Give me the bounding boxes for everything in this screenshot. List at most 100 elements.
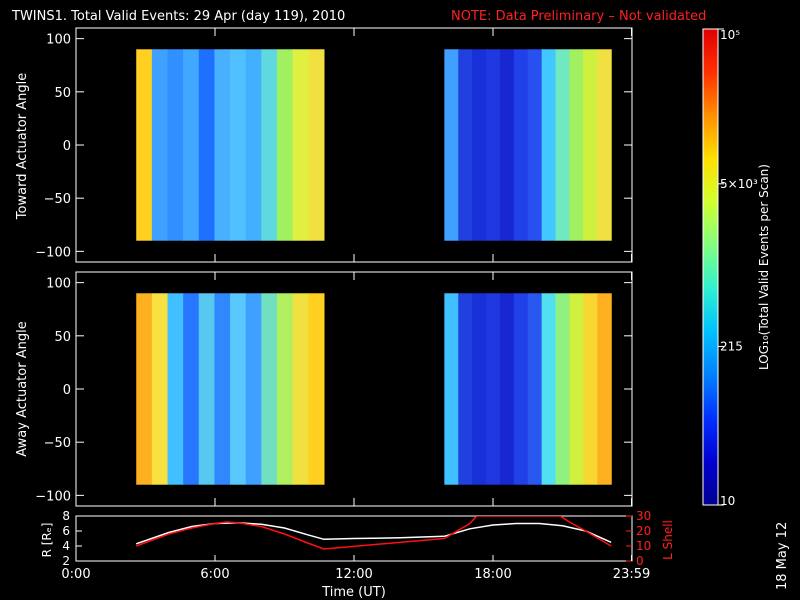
heatmap-cell	[292, 293, 309, 485]
heatmap-cell	[276, 293, 294, 485]
heatmap-cell	[136, 293, 153, 485]
heatmap-cell	[513, 49, 529, 241]
heatmap-cell	[261, 293, 278, 485]
heatmap-cell	[472, 49, 487, 241]
lshell-line	[135, 516, 612, 550]
time-tick-label: 0:00	[61, 567, 90, 582]
heatmap-cell	[527, 49, 543, 241]
heatmap-cell	[458, 293, 473, 485]
y-tick-label: 0	[63, 383, 71, 398]
heatmap-cell	[151, 293, 169, 485]
heatmap-cell	[444, 293, 459, 485]
heatmap-cell	[276, 49, 294, 241]
toward-y-ticks: 100 50 0 −50 −100	[35, 33, 632, 260]
radius-axis-label: R [Rₑ]	[40, 523, 54, 558]
heatmap-cell	[183, 49, 200, 241]
heatmap-cell	[486, 49, 501, 241]
heatmap-cell	[167, 293, 184, 485]
lshell-tick-label: 20	[636, 524, 651, 538]
heatmap-cell	[486, 293, 501, 485]
y-tick-label: 0	[63, 139, 71, 154]
heatmap-cell	[136, 49, 153, 241]
toward-heatmap-panel: 100 50 0 −50 −100 Toward Actuator Angle	[15, 27, 633, 263]
heatmap-cell	[499, 293, 515, 485]
heatmap-cell	[308, 293, 325, 485]
heatmap-cell	[527, 293, 543, 485]
heatmap-cell	[214, 49, 231, 241]
radius-tick-label: 2	[62, 554, 70, 568]
away-y-axis-label: Away Actuator Angle	[15, 321, 30, 456]
lshell-axis-label: L Shell	[661, 520, 675, 560]
colorbar-ticks: 10 215 5×10³ 10⁵	[718, 28, 758, 508]
heatmap-cell	[245, 293, 262, 485]
heatmap-cell	[151, 49, 169, 241]
away-y-ticks: 100 50 0 −50 −100	[35, 277, 632, 504]
y-tick-label: −50	[44, 192, 71, 207]
heatmap-cell	[308, 49, 325, 241]
heatmap-cell	[499, 49, 515, 241]
y-tick-label: 50	[54, 86, 71, 101]
heatmap-cell	[597, 293, 612, 485]
heatmap-cell	[597, 49, 612, 241]
heatmap-cell	[198, 293, 216, 485]
time-tick-label: 6:00	[200, 567, 229, 582]
colorbar-label: LOG₁₀(Total Valid Events per Scan)	[757, 164, 771, 370]
lshell-tick-label: 30	[636, 509, 651, 523]
toward-y-axis-label: Toward Actuator Angle	[15, 73, 30, 220]
radius-tick-label: 4	[62, 539, 70, 553]
preliminary-note: NOTE: Data Preliminary – Not validated	[451, 9, 706, 24]
heatmap-cell	[513, 293, 529, 485]
time-tick-label: 12:00	[335, 567, 372, 582]
y-tick-label: 100	[46, 277, 71, 292]
heatmap-cell	[198, 49, 216, 241]
heatmap-cell	[472, 293, 487, 485]
heatmap-cell	[555, 49, 571, 241]
heatmap-cell	[261, 49, 278, 241]
away-heatmap-cells	[136, 293, 612, 485]
colorbar-gradient	[703, 29, 718, 505]
heatmap-cell	[541, 293, 557, 485]
y-tick-label: −50	[44, 436, 71, 451]
colorbar-tick-label: 215	[720, 339, 743, 353]
y-tick-label: 50	[54, 330, 71, 345]
heatmap-cell	[569, 293, 584, 485]
heatmap-cell	[183, 293, 200, 485]
heatmap-cell	[458, 49, 473, 241]
y-tick-label: 100	[46, 33, 71, 48]
heatmap-cell	[214, 293, 231, 485]
heatmap-cell	[444, 49, 459, 241]
y-tick-label: −100	[35, 489, 71, 504]
chart-title: TWINS1. Total Valid Events: 29 Apr (day …	[11, 9, 345, 24]
toward-x-ticks	[75, 28, 633, 262]
orbit-series	[135, 516, 612, 550]
heatmap-cell	[583, 293, 598, 485]
heatmap-cell	[541, 49, 557, 241]
radius-tick-label: 6	[62, 524, 70, 538]
time-tick-label: 18:00	[474, 567, 511, 582]
heatmap-cell	[555, 293, 571, 485]
lshell-tick-label: 0	[636, 554, 644, 568]
colorbar-tick-label: 5×10³	[720, 177, 758, 191]
radius-line	[135, 522, 612, 545]
time-tick-label: 23:59	[613, 567, 650, 582]
away-heatmap-panel: 100 50 0 −50 −100 Away Actuator Angle	[15, 271, 633, 507]
radius-tick-label: 8	[62, 509, 70, 523]
colorbar-tick-label: 10	[720, 494, 735, 508]
heatmap-cell	[569, 49, 584, 241]
time-axis-label: Time (UT)	[321, 585, 386, 600]
away-x-ticks	[75, 272, 633, 506]
colorbar-frame	[702, 28, 719, 506]
toward-heatmap-cells	[136, 49, 612, 241]
y-tick-label: −100	[35, 245, 71, 260]
heatmap-cell	[167, 49, 184, 241]
time-x-ticks: 0:00 6:00 12:00 18:00 23:59	[61, 555, 650, 582]
heatmap-cell	[245, 49, 262, 241]
heatmap-cell	[292, 49, 309, 241]
colorbar-tick-label: 10⁵	[720, 28, 740, 42]
date-stamp: 18 May 12	[775, 522, 790, 590]
heatmap-cell	[583, 49, 598, 241]
